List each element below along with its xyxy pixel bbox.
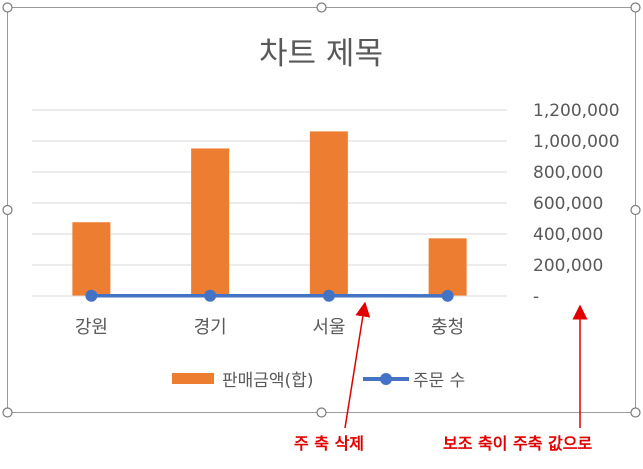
category-label: 경기: [194, 317, 227, 338]
secondary-axis-tick-label: 200,000: [533, 256, 603, 276]
resize-handle[interactable]: [630, 204, 641, 216]
annotation-arrow-primary: [344, 301, 371, 429]
line-point-강원[interactable]: [85, 289, 98, 302]
secondary-axis-tick-label: 1,000,000: [533, 132, 620, 152]
secondary-axis-tick-label: -: [533, 287, 539, 307]
resize-handle[interactable]: [630, 2, 641, 13]
legend-label-line: 주문 수: [413, 371, 465, 391]
selection-handles[interactable]: [2, 2, 641, 418]
secondary-axis-tick-label: 400,000: [533, 225, 603, 245]
legend[interactable]: 판매금액(합) 주문 수: [172, 371, 465, 391]
line-series[interactable]: [85, 289, 454, 302]
resize-handle[interactable]: [316, 2, 327, 13]
bar-서울[interactable]: [309, 131, 348, 296]
gridlines: [32, 109, 507, 266]
category-label: 강원: [75, 317, 108, 338]
bar-충청[interactable]: [428, 238, 467, 296]
line-point-경기[interactable]: [204, 289, 217, 302]
resize-handle[interactable]: [2, 407, 13, 418]
resize-handle[interactable]: [316, 407, 327, 418]
secondary-axis-tick-label: 1,200,000: [533, 101, 620, 121]
annotation-secondary-as-primary: 보조 축이 주축 값으로: [443, 434, 592, 453]
legend-label-bar: 판매금액(합): [222, 371, 313, 391]
legend-swatch-marker: [380, 373, 392, 385]
resize-handle[interactable]: [2, 2, 13, 13]
bar-series[interactable]: [72, 131, 467, 296]
resize-handle[interactable]: [2, 204, 13, 216]
category-label: 서울: [312, 317, 345, 338]
bar-강원[interactable]: [72, 222, 111, 296]
line-point-충청[interactable]: [441, 289, 454, 302]
secondary-axis-tick-label: 600,000: [533, 194, 603, 214]
secondary-axis-labels[interactable]: - 200,000 400,000 600,000 800,000 1,000,000 1,…: [533, 101, 620, 307]
secondary-axis-tick-label: 800,000: [533, 163, 603, 183]
category-label: 충청: [431, 317, 464, 338]
legend-swatch-bar: [172, 373, 214, 384]
bar-경기[interactable]: [191, 148, 230, 296]
chart-title[interactable]: 차트 제목: [259, 36, 383, 72]
annotation-delete-primary-axis: 주 축 삭제: [294, 434, 364, 453]
category-axis-labels[interactable]: 강원 경기 서울 충청: [75, 317, 464, 338]
line-point-서울[interactable]: [322, 289, 335, 302]
resize-handle[interactable]: [630, 407, 641, 418]
